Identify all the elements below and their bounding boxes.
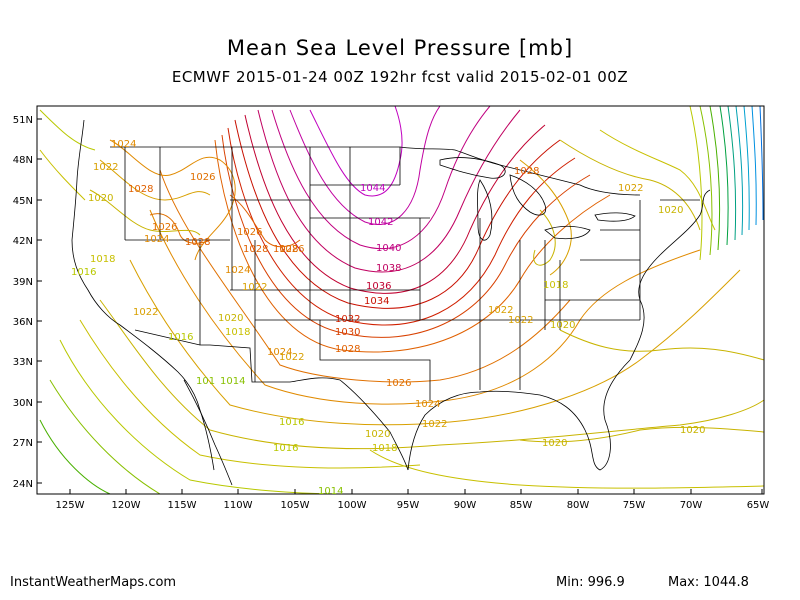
- axis-ticks: [37, 118, 763, 494]
- isobar-label: 1022: [422, 419, 447, 430]
- lon-label: 90W: [454, 500, 477, 511]
- isobar-label: 1016: [273, 443, 298, 454]
- isobar-label: 1020: [680, 425, 705, 436]
- isobar-label: 1020: [365, 429, 390, 440]
- isobar-label: 1016: [279, 417, 304, 428]
- isobar-label: 1020: [218, 313, 243, 324]
- lon-label: 85W: [510, 500, 533, 511]
- lat-label: 45N: [13, 196, 33, 207]
- isobar-label: 1020: [550, 320, 575, 331]
- isobar-label: 1022: [242, 282, 267, 293]
- isobar-label: 1020: [88, 193, 113, 204]
- isobar-label: 1022: [279, 352, 304, 363]
- isobar-label: 1018: [90, 254, 115, 265]
- isobar-labels: 1024 1022 1028 1020 1026 1026 1024 1028 …: [71, 139, 705, 497]
- isobar-label: 1026: [190, 172, 215, 183]
- isobar-label: 1028: [335, 344, 360, 355]
- max-value: 1044.8: [703, 575, 749, 590]
- isobar-label: 1022: [618, 183, 643, 194]
- isobar-label: 1024: [144, 234, 169, 245]
- isobar-label: 1018: [225, 327, 250, 338]
- geography-lines: [71, 119, 711, 486]
- latitude-labels: 51N 48N 45N 42N 39N 36N 33N 30N 27N 24N: [13, 115, 33, 490]
- isobar-label: 1022: [93, 162, 118, 173]
- longitude-labels: 125W 120W 115W 110W 105W 100W 95W 90W 85…: [56, 500, 770, 511]
- lat-label: 51N: [13, 115, 33, 126]
- min-label: Min:: [556, 575, 584, 590]
- site-credit: InstantWeatherMaps.com: [10, 575, 177, 590]
- lat-label: 36N: [13, 317, 33, 328]
- map-frame: [36, 105, 765, 495]
- min-value: 996.9: [587, 575, 625, 590]
- isobar-label: 1028: [514, 166, 539, 177]
- lat-label: 30N: [13, 398, 33, 409]
- lon-label: 125W: [56, 500, 85, 511]
- lon-label: 120W: [112, 500, 141, 511]
- isobar-label: 1014: [220, 376, 245, 387]
- lon-label: 105W: [281, 500, 310, 511]
- isobar-contours: [39, 106, 764, 494]
- lat-label: 42N: [13, 236, 33, 247]
- isobar-label: 1030: [335, 327, 360, 338]
- lon-label: 75W: [623, 500, 646, 511]
- isobar-label: 1032: [335, 314, 360, 325]
- isobar-label: 1044: [360, 183, 385, 194]
- lon-label: 115W: [168, 500, 197, 511]
- isobar-label: 1022: [508, 315, 533, 326]
- isobar-label: 1028: [243, 244, 268, 255]
- isobar-label: 1016: [168, 332, 193, 343]
- isobar-label: 1024: [225, 265, 250, 276]
- isobar-label: 1028: [128, 184, 153, 195]
- isobar-label: 1026: [152, 222, 177, 233]
- max-pressure: Max: 1044.8: [668, 575, 749, 590]
- lat-label: 48N: [13, 155, 33, 166]
- lon-label: 65W: [747, 500, 770, 511]
- lat-label: 24N: [13, 479, 33, 490]
- min-pressure: Min: 996.9: [556, 575, 625, 590]
- isobar-label: 1024: [415, 399, 440, 410]
- isobar-label: 1042: [368, 217, 393, 228]
- lon-label: 110W: [224, 500, 253, 511]
- isobar-label: 1038: [376, 263, 401, 274]
- isobar-label: 1028: [185, 237, 210, 248]
- isobar-label: 101: [196, 376, 215, 387]
- isobar-label: 1018: [543, 280, 568, 291]
- max-label: Max:: [668, 575, 700, 590]
- lat-label: 33N: [13, 357, 33, 368]
- isobar-label: 1020: [542, 438, 567, 449]
- lon-label: 80W: [567, 500, 590, 511]
- isobar-label: 1022: [133, 307, 158, 318]
- isobar-label: 1026: [279, 244, 304, 255]
- lon-label: 95W: [397, 500, 420, 511]
- isobar-label: 1016: [71, 267, 96, 278]
- isobar-label: 1026: [237, 227, 262, 238]
- isobar-label: 1020: [658, 205, 683, 216]
- lon-label: 70W: [680, 500, 703, 511]
- map-title: Mean Sea Level Pressure [mb]: [226, 36, 574, 60]
- lat-label: 39N: [13, 277, 33, 288]
- lon-label: 100W: [338, 500, 367, 511]
- isobar-label: 1018: [372, 443, 397, 454]
- isobar-label: 1040: [376, 243, 401, 254]
- isobar-label: 1014: [318, 486, 343, 497]
- isobar-label: 1036: [366, 281, 391, 292]
- isobar-label: 1022: [488, 305, 513, 316]
- isobar-label: 1024: [111, 139, 136, 150]
- isobar-label: 1026: [386, 378, 411, 389]
- isobar-label: 1024: [267, 347, 292, 358]
- map-subtitle: ECMWF 2015-01-24 00Z 192hr fcst valid 20…: [171, 68, 629, 86]
- lat-label: 27N: [13, 438, 33, 449]
- isobar-label: 1034: [364, 296, 389, 307]
- isobar-label: 1028: [273, 244, 298, 255]
